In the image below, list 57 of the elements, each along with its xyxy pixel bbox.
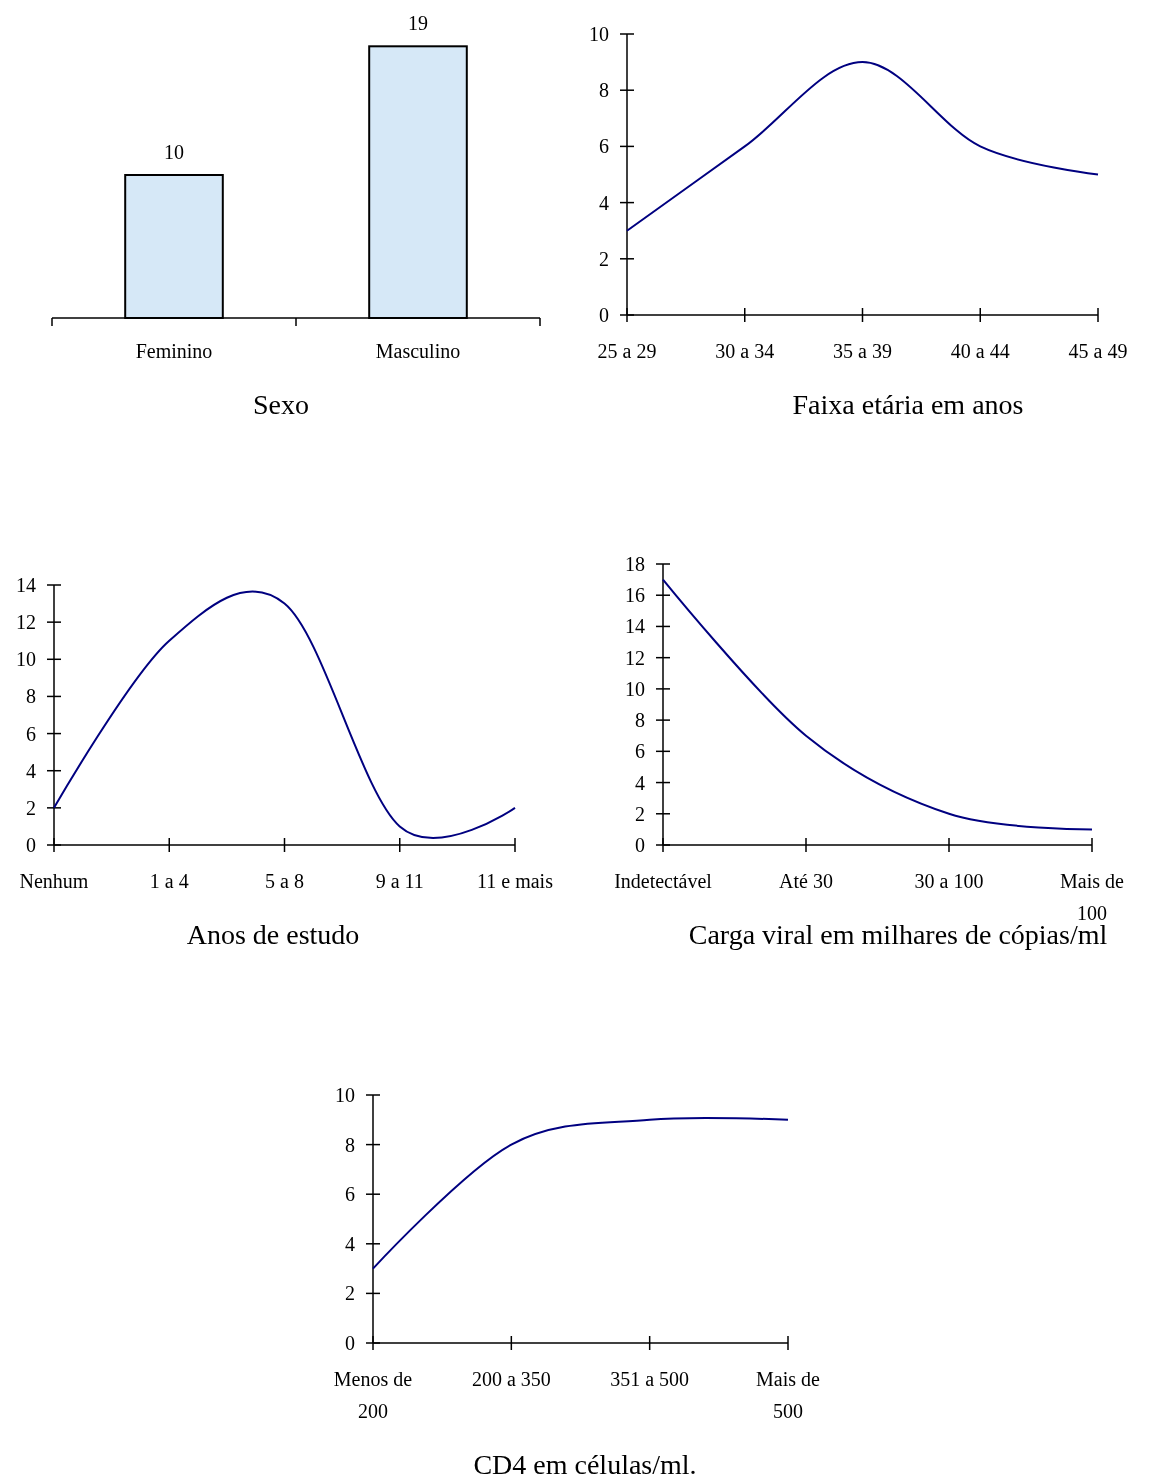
y-tick-label: 12 [625, 646, 645, 669]
y-tick-label: 6 [635, 740, 645, 763]
y-tick-label: 2 [26, 796, 36, 819]
y-tick-label: 16 [625, 584, 645, 607]
x-tick-label: Mais de 500 [756, 1368, 821, 1422]
line-series [626, 61, 1099, 232]
x-axis-title: CD4 em células/ml. [473, 1449, 697, 1479]
data-label: 10 [164, 141, 184, 163]
line-series [662, 578, 1093, 831]
x-tick-label: 9 a 11 [375, 870, 424, 892]
x-axis-title: Faixa etária em anos [792, 389, 1024, 420]
y-tick-label: 4 [635, 771, 645, 794]
y-tick-label: 0 [599, 304, 609, 326]
x-tick-label: Masculino [375, 340, 461, 362]
y-tick-label: 0 [635, 834, 645, 856]
x-tick-label: Indetectável [614, 870, 713, 892]
y-tick-label: 10 [625, 677, 645, 700]
y-tick-label: 10 [16, 648, 36, 671]
y-tick-label: 6 [26, 722, 36, 745]
y-tick-label: 0 [26, 834, 36, 856]
data-label: 19 [408, 12, 428, 35]
x-tick-label: 30 a 100 [914, 870, 984, 892]
y-tick-label: 8 [345, 1133, 355, 1156]
y-tick-label: 4 [26, 759, 36, 782]
y-tick-label: 8 [635, 709, 645, 732]
y-tick-label: 6 [345, 1183, 355, 1206]
x-axis-title: Anos de estudo [186, 919, 360, 950]
y-tick-label: 2 [345, 1282, 355, 1305]
y-tick-label: 8 [599, 79, 609, 102]
y-tick-label: 2 [599, 247, 609, 270]
x-tick-label: 45 a 49 [1068, 340, 1128, 362]
y-tick-label: 4 [345, 1232, 355, 1255]
x-tick-label: 35 a 39 [833, 340, 892, 362]
y-tick-label: 8 [26, 685, 36, 708]
x-tick-label: Menos de 200 [333, 1368, 413, 1422]
x-tick-label: 1 a 4 [149, 870, 189, 892]
x-tick-label: 5 a 8 [265, 870, 304, 892]
y-tick-label: 6 [599, 135, 609, 158]
y-tick-label: 2 [635, 802, 645, 825]
x-tick-label: Nenhum [19, 870, 89, 892]
x-tick-label: 30 a 34 [715, 340, 775, 362]
x-tick-label: 25 a 29 [597, 340, 657, 362]
x-tick-label: 40 a 44 [950, 340, 1010, 362]
x-axis-title: Sexo [253, 389, 309, 420]
y-tick-label: 12 [16, 611, 36, 634]
y-tick-label: 14 [625, 615, 645, 638]
y-tick-label: 14 [16, 574, 36, 596]
y-tick-label: 0 [345, 1332, 355, 1354]
y-tick-label: 18 [625, 553, 645, 575]
y-tick-label: 10 [589, 23, 609, 45]
x-tick-label: Até 30 [779, 870, 833, 892]
x-tick-label: 11 e mais [477, 870, 554, 892]
y-tick-label: 10 [335, 1084, 355, 1106]
x-tick-label: Feminino [135, 340, 213, 362]
y-tick-label: 4 [599, 191, 609, 214]
x-tick-label: 200 a 350 [471, 1368, 551, 1390]
x-tick-label: 351 a 500 [610, 1368, 690, 1390]
